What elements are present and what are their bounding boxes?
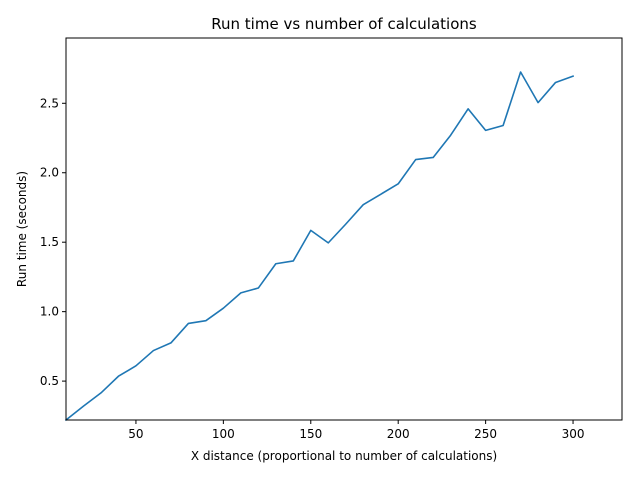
y-axis-ticks: 0.5 1.0 1.5 2.0 2.5 (40, 96, 66, 388)
y-axis-label: Run time (seconds) (15, 171, 29, 287)
x-tick-label: 50 (128, 427, 143, 441)
y-tick-label: 1.0 (40, 305, 59, 319)
y-tick-label: 0.5 (40, 374, 59, 388)
x-tick-label: 150 (299, 427, 322, 441)
series-layer (64, 71, 575, 422)
chart-title: Run time vs number of calculations (211, 15, 477, 33)
x-tick-label: 100 (212, 427, 235, 441)
x-tick-label: 300 (562, 427, 585, 441)
y-tick-label: 2.0 (40, 166, 59, 180)
series-line (64, 71, 575, 422)
x-axis-ticks: 50 100 150 200 250 300 (128, 420, 584, 441)
y-tick-label: 2.5 (40, 96, 59, 110)
axes-border (65, 37, 623, 421)
y-tick-label: 1.5 (40, 235, 59, 249)
axes-frame (65, 37, 623, 421)
x-tick-label: 200 (387, 427, 410, 441)
axes-background (66, 38, 622, 420)
plot-area (66, 38, 622, 420)
x-tick-label: 250 (474, 427, 497, 441)
x-axis-label: X distance (proportional to number of ca… (191, 449, 497, 463)
